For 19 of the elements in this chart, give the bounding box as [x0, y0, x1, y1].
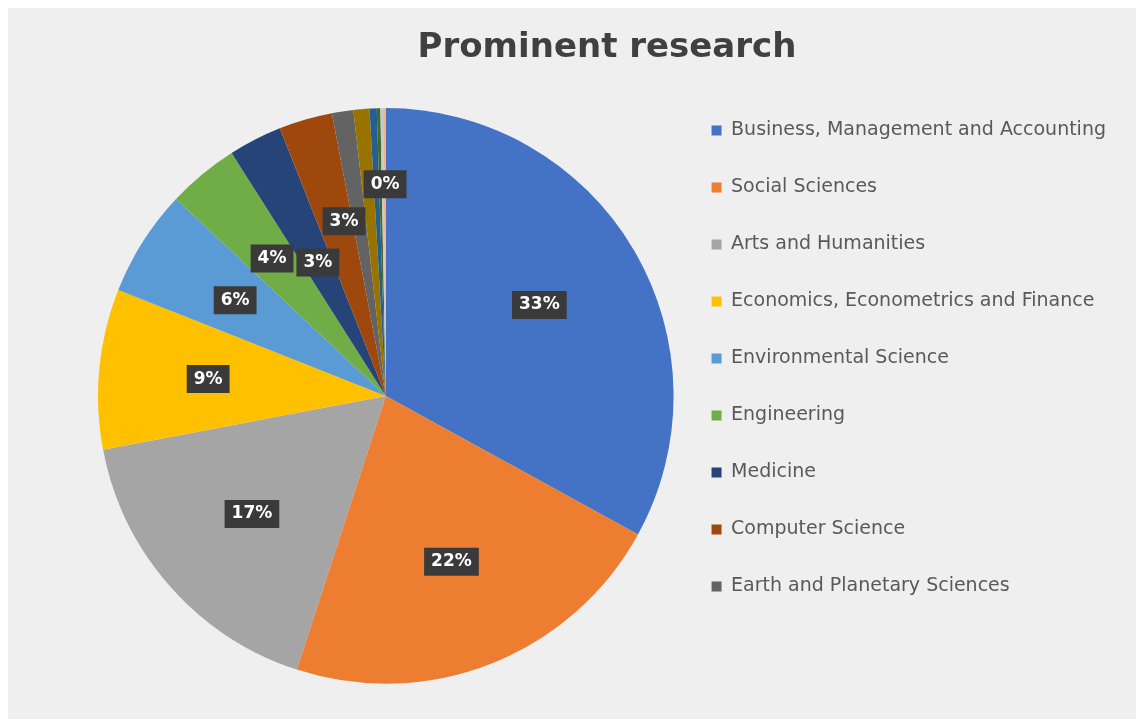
legend-label: Medicine	[731, 459, 816, 482]
data-label: 3%	[303, 250, 333, 271]
data-label: 22%	[431, 550, 472, 571]
data-label: 3%	[329, 209, 359, 230]
data-label: 6%	[220, 288, 250, 309]
legend-label: Earth and Planetary Sciences	[731, 573, 1010, 596]
data-label: 17%	[231, 502, 273, 523]
data-label: 0%	[370, 172, 400, 193]
legend-label: Arts and Humanities	[731, 231, 926, 254]
data-label: 4%	[257, 246, 287, 267]
chart-title: Prominent research	[417, 25, 797, 66]
legend-label: Engineering	[731, 402, 846, 425]
legend-label: Business, Management and Accounting	[731, 117, 1107, 140]
legend-label: Environmental Science	[731, 345, 949, 368]
data-label: 33%	[519, 293, 560, 314]
legend-label: Social Sciences	[731, 174, 877, 197]
legend-label: Computer Science	[731, 516, 906, 539]
data-label: 9%	[193, 367, 223, 388]
legend-label: Economics, Econometrics and Finance	[731, 288, 1095, 311]
